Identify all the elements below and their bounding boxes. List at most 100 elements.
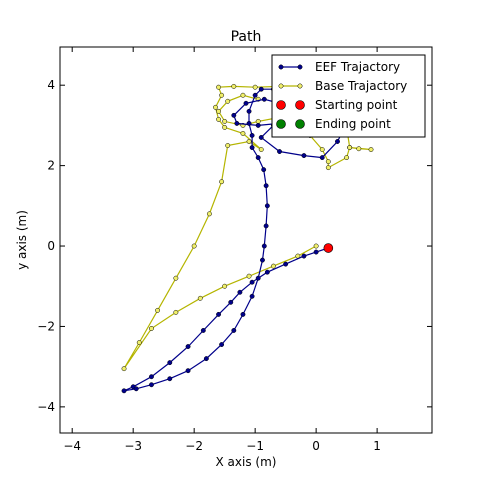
legend-entry-3: Ending point [276,117,391,131]
series-0-point-54 [231,112,237,118]
series-0-point-27 [263,223,269,229]
legend-entry-1: Base Trajactory [278,79,407,93]
legend-marker-a-1 [278,83,284,89]
series-0-point-2 [301,253,307,259]
series-0-point-11 [167,360,173,366]
series-1-point-44 [255,118,261,124]
series-0-point-9 [200,328,206,333]
series-1-point-7 [149,326,154,331]
series-0-point-23 [249,293,255,299]
series-1-point-21 [213,104,218,110]
legend-marker-b-1 [297,83,303,89]
series-0-point-17 [167,376,173,382]
legend-label-2: Starting point [315,98,398,112]
series-0-point-1 [313,249,319,255]
series-1-point-15 [225,143,231,148]
legend-box [271,54,426,138]
series-0-point-52 [255,122,261,128]
series-0-point-56 [261,96,267,102]
series-0-point-44 [319,155,325,161]
series-1-point-19 [222,124,228,130]
series-1-point-14 [219,179,225,185]
series-0-point-10 [185,344,191,350]
series-1-point-8 [121,366,127,372]
series-1-point-10 [155,307,161,313]
series-0-point-20 [219,342,225,347]
series-1-point-34 [344,155,350,161]
series-1-point-13 [206,211,212,217]
series-0-point-43 [301,153,307,159]
series-0-point-18 [185,368,191,374]
series-0-point-28 [264,203,270,209]
series-1-point-47 [216,108,222,114]
series-0-point-4 [264,269,270,275]
series-0-point-26 [261,243,267,249]
legend-label-0: EEF Trajactory [315,60,400,74]
x-tick-label-5: 1 [373,439,381,453]
plot-frame [59,46,433,434]
series-0-point-15 [133,386,139,392]
series-1-point-12 [191,243,197,249]
series-1-point-16 [246,139,252,144]
series-2-marker-0 [323,243,334,253]
series-1-point-20 [216,116,222,122]
series-0-point-29 [263,183,269,189]
legend-label-3: Ending point [315,117,391,131]
series-2 [323,243,334,253]
series-0-point-3 [283,261,289,267]
legend-marker-a-0 [278,64,284,70]
series-1-point-17 [258,147,264,152]
series-1-point-2 [270,263,276,269]
legend-label-1: Base Trajactory [315,79,407,93]
chart-title: Path [231,29,262,45]
x-tick-label-0: −4 [63,439,81,453]
legend-marker-a-3 [276,119,286,129]
axis-ticks: −4 −3 −2 −1 0 1 −4 −2 0 2 4 [37,47,432,453]
series-1-point-24 [231,83,237,89]
series-0-point-36 [252,92,258,98]
y-axis-title: y axis (m) [15,210,29,270]
x-axis-title: X axis (m) [216,455,277,469]
series-0-point-5 [249,279,255,285]
legend: EEF Trajactory Base Trajactory Starting po… [271,54,426,138]
series-1-point-25 [252,84,258,90]
series-0-point-14 [121,388,127,394]
series-0-point-55 [243,100,249,106]
y-tick-label-1: −2 [37,319,55,333]
series-1-point-9 [136,340,142,345]
series-1-point-11 [173,275,179,281]
legend-marker-a-2 [276,100,286,110]
y-tick-label-2: 0 [47,239,55,253]
series-0-point-42 [277,149,282,154]
y-tick-label-4: 4 [47,78,55,92]
series-0-point-22 [240,311,246,317]
series-0-point-32 [249,145,255,150]
legend-marker-b-0 [297,64,303,70]
series-1-point-22 [219,92,225,98]
series-0-point-16 [149,382,154,388]
series-1-point-48 [225,98,231,104]
series-1-point-32 [325,159,331,165]
series-0-point-7 [228,299,234,305]
x-tick-label-3: −1 [246,439,264,453]
series-0-point-19 [203,356,209,362]
x-tick-label-4: 0 [312,439,320,453]
series-0-point-30 [261,167,267,173]
series-1-point-5 [197,295,203,301]
series-1-point-37 [368,147,374,152]
series-0-point-31 [255,155,261,161]
series-0-point-6 [237,289,243,295]
series-0-point-12 [149,374,154,380]
series-1-point-18 [240,130,246,136]
series-0-point-21 [231,328,237,333]
series-0-point-37 [258,86,264,92]
series-1-point-33 [325,165,331,171]
x-tick-label-2: −2 [185,439,203,453]
series-1-point-23 [216,84,222,90]
series-0-point-24 [255,275,261,281]
x-tick-label-1: −3 [124,439,142,453]
series-1-point-6 [173,309,179,315]
series-1-point-0 [313,243,319,249]
series-1-point-49 [240,92,246,98]
